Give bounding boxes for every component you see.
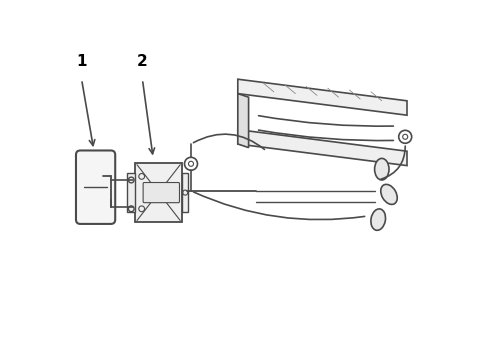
Bar (182, 173, 189, 212)
Polygon shape (238, 79, 407, 115)
Ellipse shape (381, 184, 397, 204)
Polygon shape (238, 94, 248, 148)
FancyBboxPatch shape (76, 150, 115, 224)
Ellipse shape (371, 209, 386, 230)
Bar (127, 173, 135, 212)
Bar (135, 163, 182, 222)
Text: 2: 2 (137, 54, 148, 69)
FancyBboxPatch shape (143, 183, 179, 203)
Text: 1: 1 (76, 54, 87, 69)
Ellipse shape (374, 158, 389, 180)
Polygon shape (238, 130, 407, 166)
